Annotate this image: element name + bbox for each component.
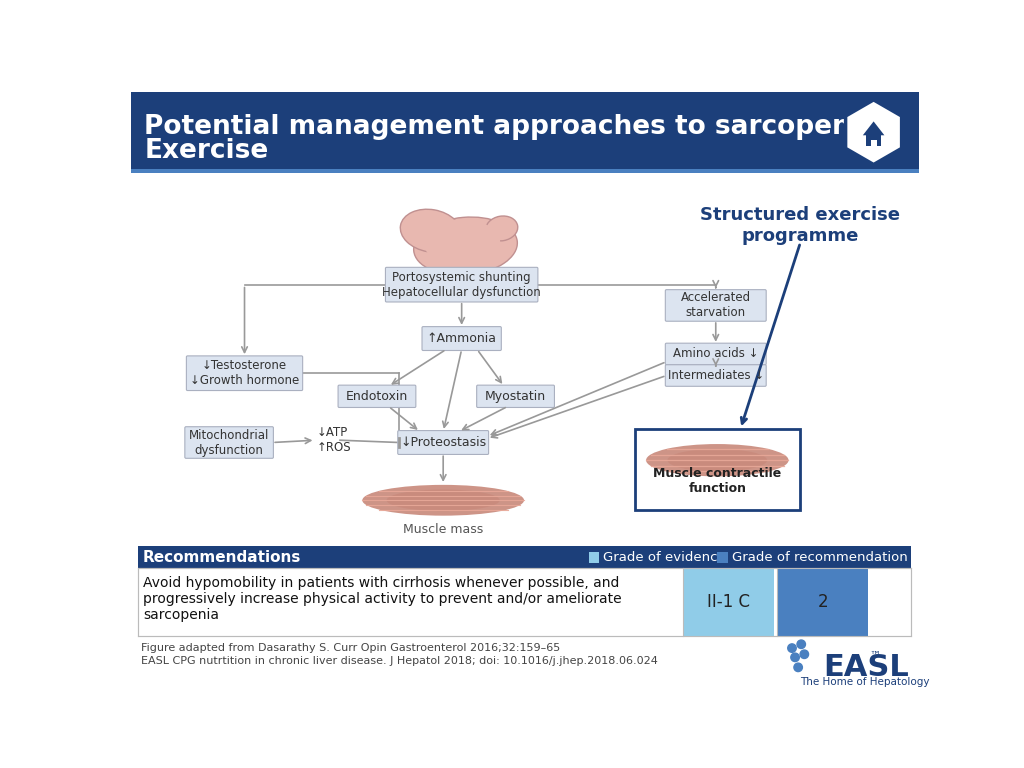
Text: ↑Ammonia: ↑Ammonia: [427, 332, 497, 345]
Polygon shape: [846, 100, 901, 164]
FancyBboxPatch shape: [385, 267, 538, 302]
Text: Mitochondrial
dysfunction: Mitochondrial dysfunction: [189, 429, 269, 456]
Text: Intermediates ↓: Intermediates ↓: [668, 369, 764, 382]
Text: Amino acids ↓: Amino acids ↓: [673, 347, 759, 360]
Text: ™: ™: [869, 651, 881, 661]
Circle shape: [797, 640, 806, 648]
Text: Accelerated
starvation: Accelerated starvation: [681, 291, 751, 319]
Ellipse shape: [485, 216, 518, 241]
Text: Figure adapted from Dasarathy S. Curr Opin Gastroenterol 2016;32:159–65: Figure adapted from Dasarathy S. Curr Op…: [141, 644, 560, 654]
Text: Grade of recommendation: Grade of recommendation: [732, 551, 907, 564]
Polygon shape: [863, 121, 885, 135]
Bar: [138, 568, 911, 636]
Text: II-1 C: II-1 C: [708, 593, 751, 611]
FancyBboxPatch shape: [666, 365, 766, 386]
Ellipse shape: [414, 217, 517, 275]
FancyBboxPatch shape: [185, 427, 273, 458]
Ellipse shape: [387, 489, 500, 511]
Text: Muscle contractile
function: Muscle contractile function: [653, 467, 781, 495]
Bar: [870, 140, 877, 146]
Text: EASL CPG nutrtition in chronic liver disease. J Hepatol 2018; doi: 10.1016/j.jhe: EASL CPG nutrtition in chronic liver dis…: [141, 656, 658, 666]
Text: ↓Testosterone
↓Growth hormone: ↓Testosterone ↓Growth hormone: [189, 359, 299, 387]
Text: Portosystemic shunting
Hepatocellular dysfunction: Portosystemic shunting Hepatocellular dy…: [382, 270, 541, 299]
Text: Grade of evidence: Grade of evidence: [603, 551, 726, 564]
FancyBboxPatch shape: [338, 385, 416, 408]
Text: ↓ATP
↑ROS: ↓ATP ↑ROS: [316, 426, 351, 454]
FancyBboxPatch shape: [186, 356, 303, 391]
Text: The Home of Hepatology: The Home of Hepatology: [800, 677, 929, 687]
Ellipse shape: [668, 449, 767, 472]
Circle shape: [787, 644, 797, 652]
Ellipse shape: [400, 209, 462, 253]
Bar: [635, 429, 800, 510]
Bar: [717, 552, 728, 563]
Text: 2: 2: [817, 593, 828, 611]
Bar: [138, 547, 911, 568]
Bar: [683, 568, 774, 636]
Circle shape: [800, 650, 809, 658]
Ellipse shape: [646, 444, 788, 476]
Bar: [131, 169, 920, 173]
Text: Exercise: Exercise: [144, 138, 268, 164]
Text: Potential management approaches to sarcopenia:: Potential management approaches to sarco…: [144, 114, 889, 140]
Text: Endotoxin: Endotoxin: [346, 390, 409, 402]
Bar: [131, 92, 920, 169]
FancyBboxPatch shape: [422, 326, 502, 350]
FancyBboxPatch shape: [666, 343, 766, 365]
Text: Muscle mass: Muscle mass: [403, 523, 483, 536]
Text: ↓Proteostasis: ↓Proteostasis: [400, 436, 486, 449]
Text: EASL: EASL: [823, 653, 909, 682]
Circle shape: [794, 663, 803, 671]
Circle shape: [791, 653, 800, 661]
FancyBboxPatch shape: [397, 431, 488, 455]
Ellipse shape: [362, 485, 524, 515]
FancyBboxPatch shape: [477, 385, 554, 408]
FancyBboxPatch shape: [666, 290, 766, 321]
Bar: [589, 552, 599, 563]
Text: Myostatin: Myostatin: [485, 390, 546, 402]
Text: Structured exercise
programme: Structured exercise programme: [700, 206, 900, 245]
Bar: [866, 135, 882, 146]
Ellipse shape: [423, 219, 500, 266]
Bar: [777, 568, 868, 636]
Text: Avoid hypomobility in patients with cirrhosis whenever possible, and
progressive: Avoid hypomobility in patients with cirr…: [143, 576, 622, 622]
Text: Recommendations: Recommendations: [143, 550, 301, 564]
